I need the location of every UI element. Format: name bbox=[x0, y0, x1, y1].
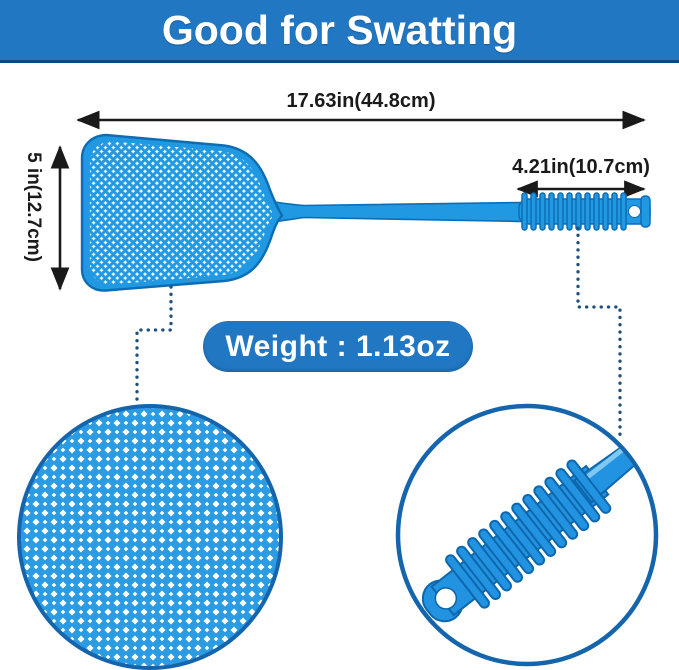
fly-swatter-graphic bbox=[80, 133, 651, 292]
grip-connector-dotted-line bbox=[576, 226, 622, 438]
weight-label: Weight : 1.13oz bbox=[225, 329, 451, 363]
swatter-grip bbox=[518, 192, 651, 231]
grip-length-label: 4.21in(10.7cm) bbox=[512, 156, 650, 178]
mesh-detail-circle bbox=[17, 404, 283, 670]
banner-title: Good for Swatting bbox=[161, 6, 518, 53]
magnified-hanging-hole bbox=[434, 587, 458, 610]
banner: Good for Swatting bbox=[0, 0, 679, 63]
head-height-label: 5 in(12.7cm) bbox=[23, 152, 44, 262]
weight-badge: Weight : 1.13oz bbox=[203, 321, 473, 372]
total-length-label: 17.63in(44.8cm) bbox=[286, 90, 436, 112]
mesh-connector-dotted-line bbox=[135, 285, 173, 402]
swatter-head-mesh bbox=[89, 141, 274, 285]
swatter-shaft bbox=[267, 200, 524, 224]
grip-hanging-hole bbox=[628, 205, 641, 218]
